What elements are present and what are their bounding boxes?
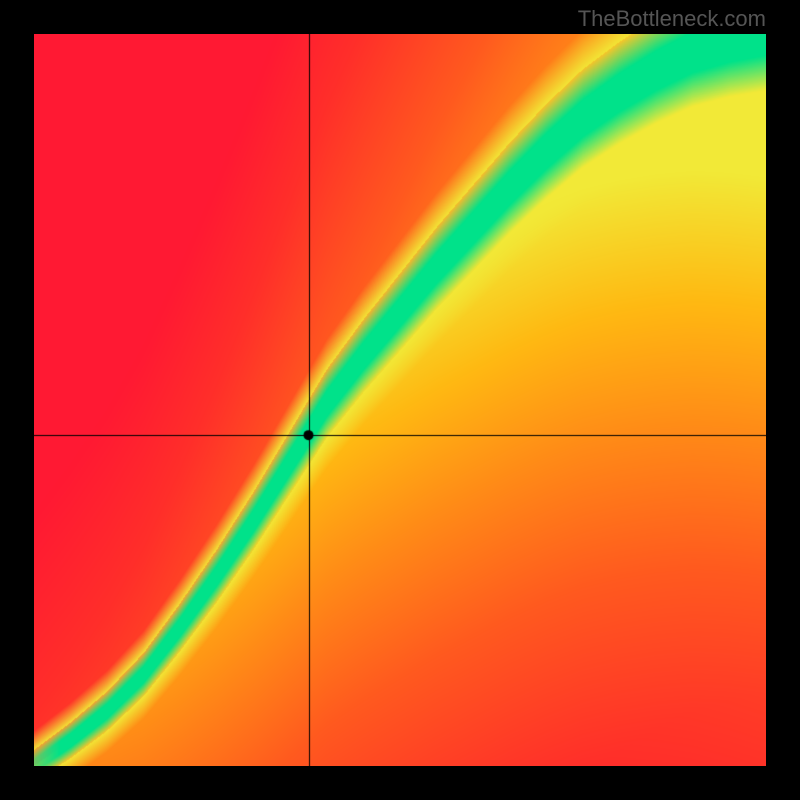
watermark-text: TheBottleneck.com (578, 6, 766, 32)
bottleneck-heatmap (34, 34, 766, 766)
